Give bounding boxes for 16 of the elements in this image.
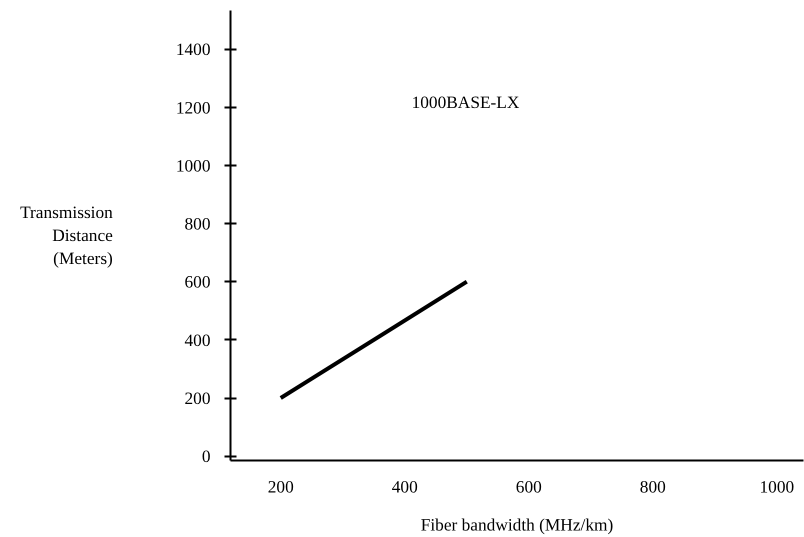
y-tick-label: 800 bbox=[184, 214, 211, 234]
x-tick-label: 800 bbox=[640, 478, 666, 496]
x-tick-label: 200 bbox=[268, 478, 294, 496]
y-tick-label: 1200 bbox=[176, 98, 210, 118]
y-tick-label: 600 bbox=[184, 272, 211, 292]
annotation: 1000BASE-LX bbox=[412, 93, 520, 112]
y-tick-label: 1000 bbox=[176, 156, 210, 176]
y-tick-label: 1400 bbox=[176, 40, 210, 60]
y-tick-label: 400 bbox=[184, 330, 211, 350]
y-axis-title: Transmission Distance (Meters) bbox=[20, 203, 114, 268]
y-tick-label: 0 bbox=[202, 447, 211, 466]
x-tick-label: 1000 bbox=[760, 478, 794, 496]
y-tick-label: 200 bbox=[184, 389, 211, 408]
x-axis-title: Fiber bandwidth (MHz/km) bbox=[420, 516, 614, 534]
x-tick-label: 600 bbox=[516, 478, 542, 496]
x-tick-label: 400 bbox=[392, 478, 418, 496]
